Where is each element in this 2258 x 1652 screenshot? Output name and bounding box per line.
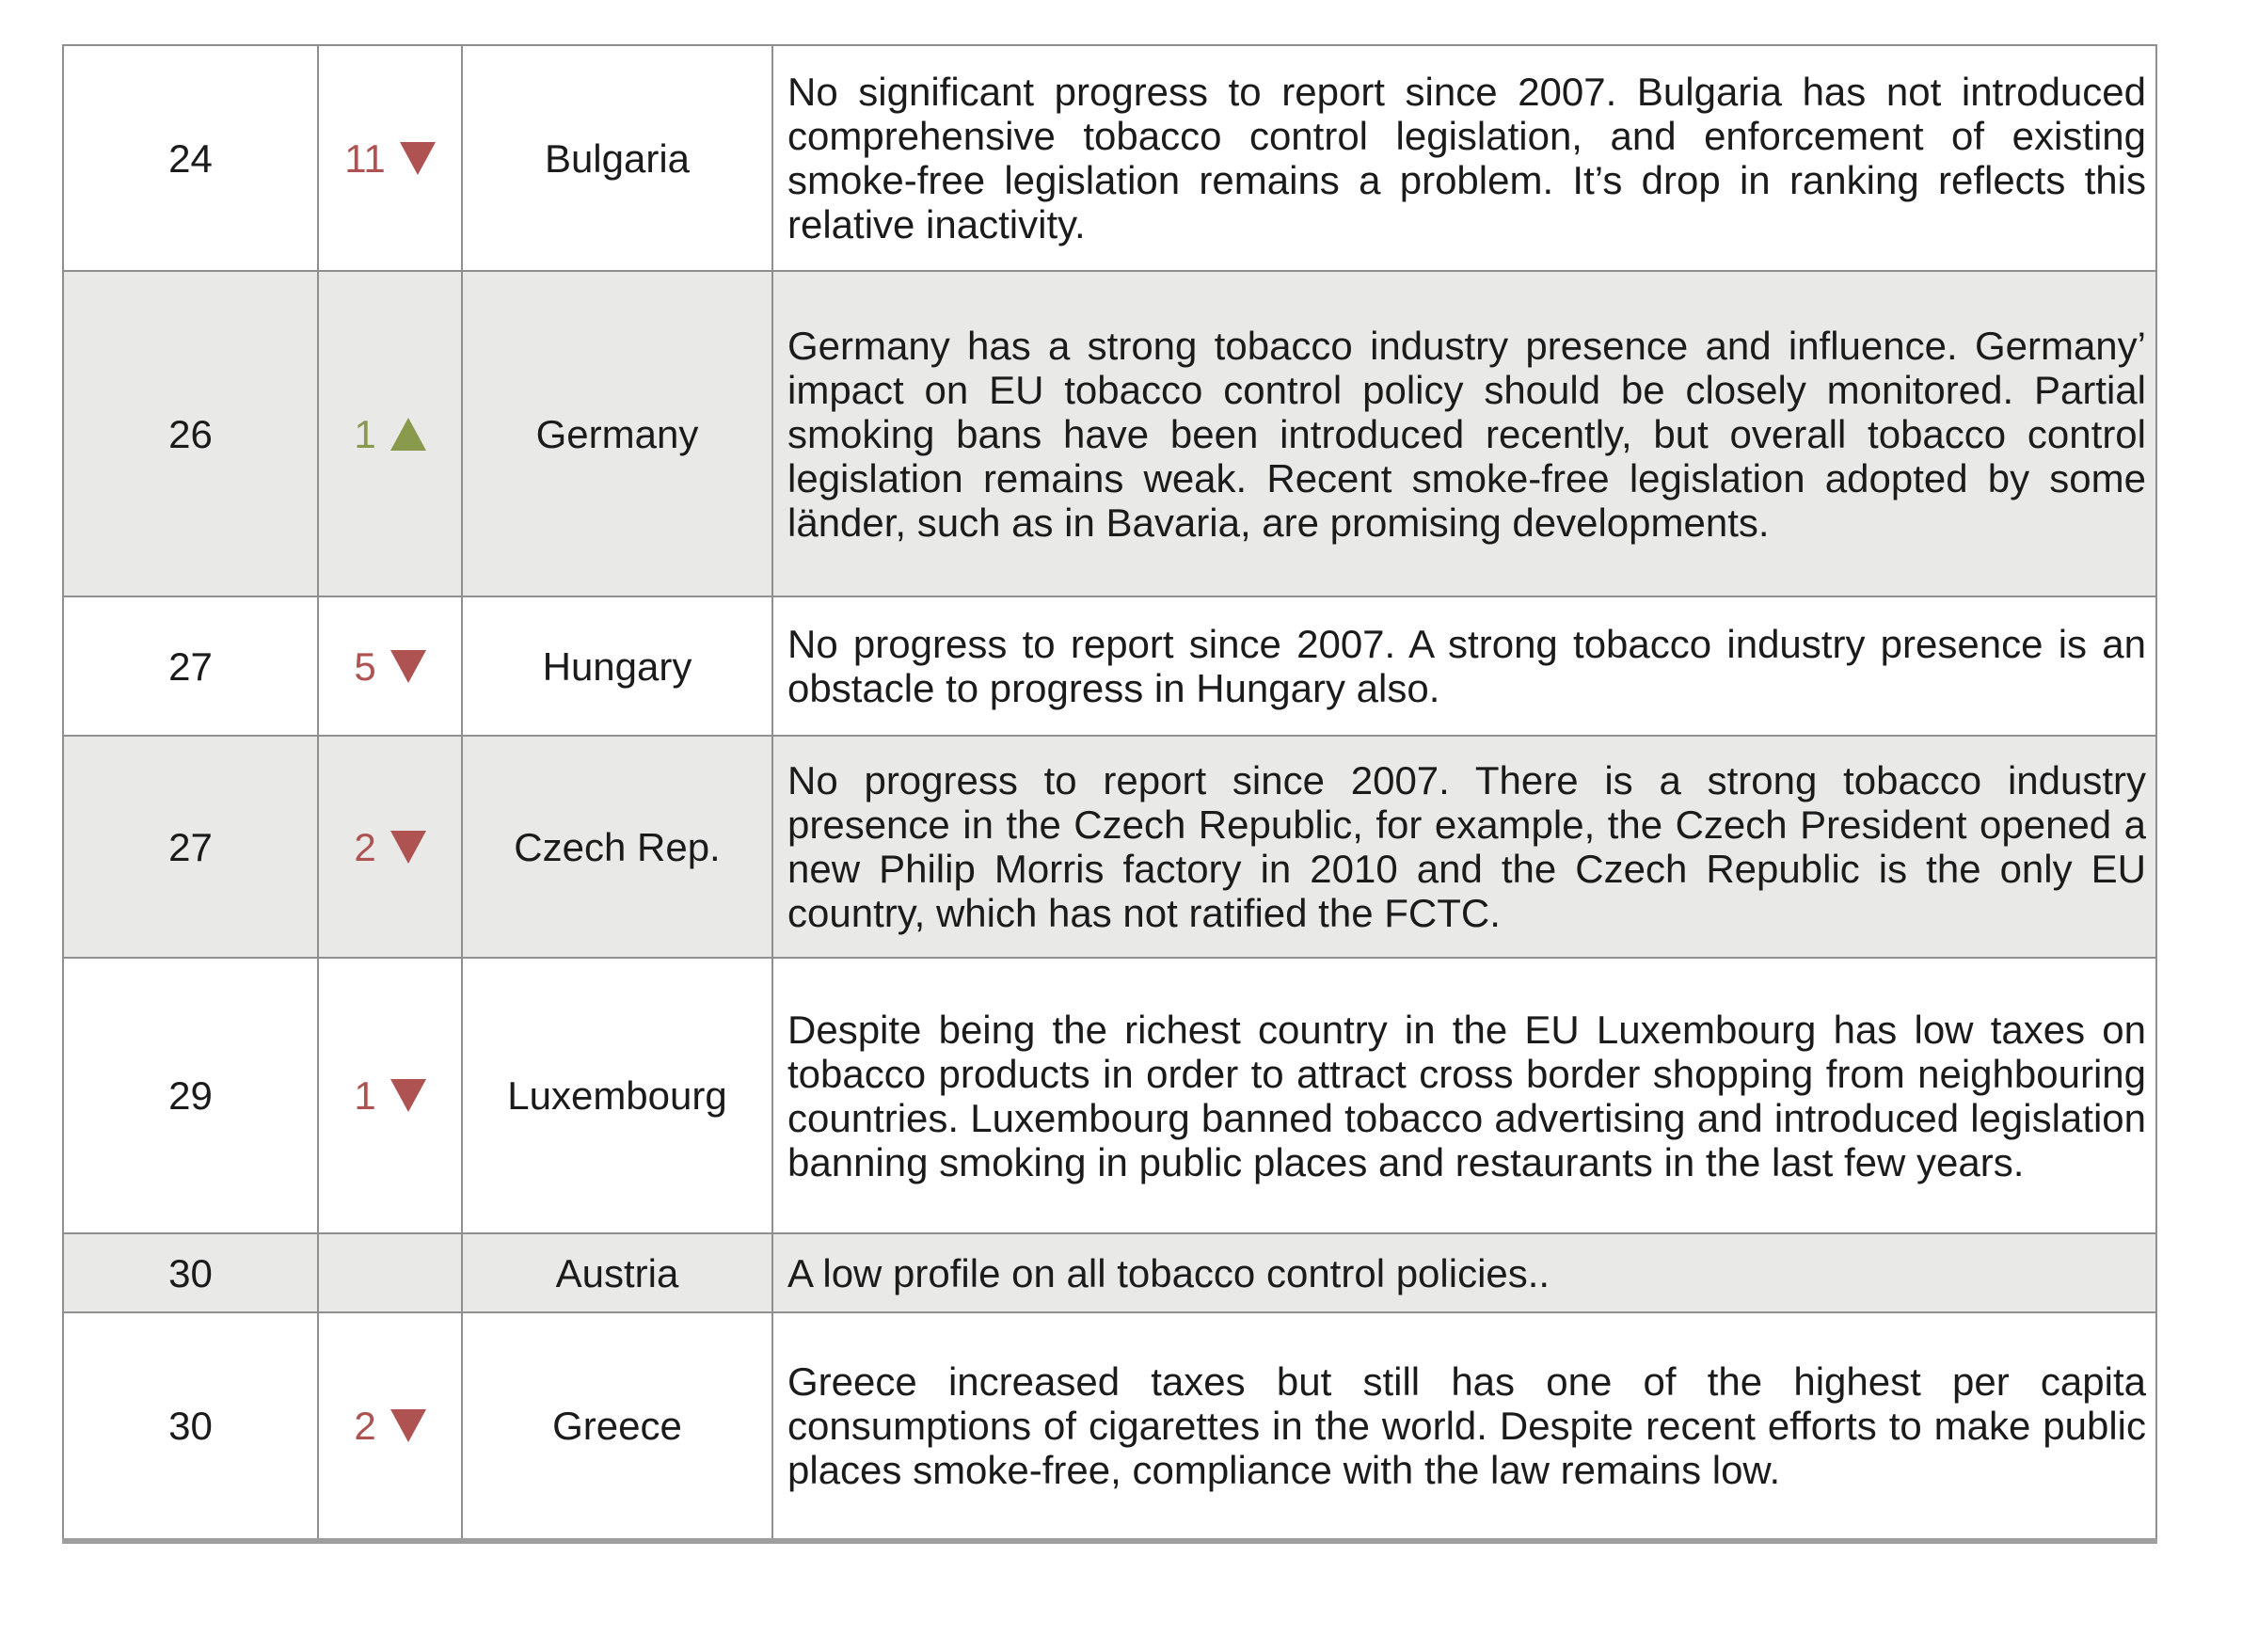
change-indicator: 2 (320, 1404, 460, 1448)
country-cell: Bulgaria (461, 44, 773, 272)
change-indicator: 2 (320, 825, 460, 869)
table-body: 24 11 Bulgaria No significant progress to r… (62, 44, 2157, 1542)
change-value: 2 (354, 1404, 376, 1448)
table-row: 27 2 Czech Rep. No progress to report since… (62, 735, 2157, 959)
change-indicator: 1 (320, 1073, 460, 1118)
change-indicator: 1 (320, 412, 460, 456)
rank-cell: 24 (62, 44, 319, 272)
comment-cell: A low profile on all tobacco control pol… (771, 1232, 2157, 1313)
rank-cell: 27 (62, 596, 319, 737)
change-cell: 5 (317, 596, 463, 737)
table-row: 30 Austria A low profile on all tobacco co… (62, 1232, 2157, 1313)
change-value: 1 (354, 411, 376, 456)
rank-cell: 27 (62, 735, 319, 959)
country-cell: Hungary (461, 596, 773, 737)
country-ranking-table: 24 11 Bulgaria No significant progress to r… (62, 44, 2157, 1544)
down-triangle-icon (399, 141, 436, 175)
change-cell: 2 (317, 1311, 463, 1542)
up-triangle-icon (390, 417, 426, 451)
country-cell: Austria (461, 1232, 773, 1313)
down-triangle-icon (390, 830, 426, 864)
comment-cell: Despite being the richest country in the… (771, 957, 2157, 1234)
change-cell: 1 (317, 270, 463, 597)
change-cell: 1 (317, 957, 463, 1234)
down-triangle-icon (390, 1409, 426, 1442)
change-indicator: 5 (320, 644, 460, 689)
table-row: 30 2 Greece Greece increased taxes but stil… (62, 1311, 2157, 1542)
change-value: 1 (354, 1073, 376, 1118)
change-value: 2 (354, 824, 376, 869)
change-value: 11 (344, 135, 386, 181)
country-cell: Greece (461, 1311, 773, 1542)
change-value: 5 (354, 643, 376, 689)
comment-cell: No progress to report since 2007. A stro… (771, 596, 2157, 737)
comment-cell: Germany has a strong tobacco industry pr… (771, 270, 2157, 597)
table-row: 26 1 Germany Germany has a strong tobacco i… (62, 270, 2157, 597)
country-cell: Germany (461, 270, 773, 597)
comment-cell: No progress to report since 2007. There … (771, 735, 2157, 959)
change-cell: 2 (317, 735, 463, 959)
country-cell: Luxembourg (461, 957, 773, 1234)
rank-cell: 29 (62, 957, 319, 1234)
change-indicator: 11 (320, 136, 460, 181)
table-row: 24 11 Bulgaria No significant progress to r… (62, 44, 2157, 272)
rank-cell: 26 (62, 270, 319, 597)
rank-cell: 30 (62, 1232, 319, 1313)
down-triangle-icon (390, 1079, 426, 1112)
change-cell (317, 1232, 463, 1313)
comment-cell: Greece increased taxes but still has one… (771, 1311, 2157, 1542)
rank-cell: 30 (62, 1311, 319, 1542)
down-triangle-icon (390, 649, 426, 683)
country-cell: Czech Rep. (461, 735, 773, 959)
table-row: 29 1 Luxembourg Despite being the richest c… (62, 957, 2157, 1234)
table-row: 27 5 Hungary No progress to report since 20… (62, 596, 2157, 737)
change-cell: 11 (317, 44, 463, 272)
comment-cell: No significant progress to report since … (771, 44, 2157, 272)
